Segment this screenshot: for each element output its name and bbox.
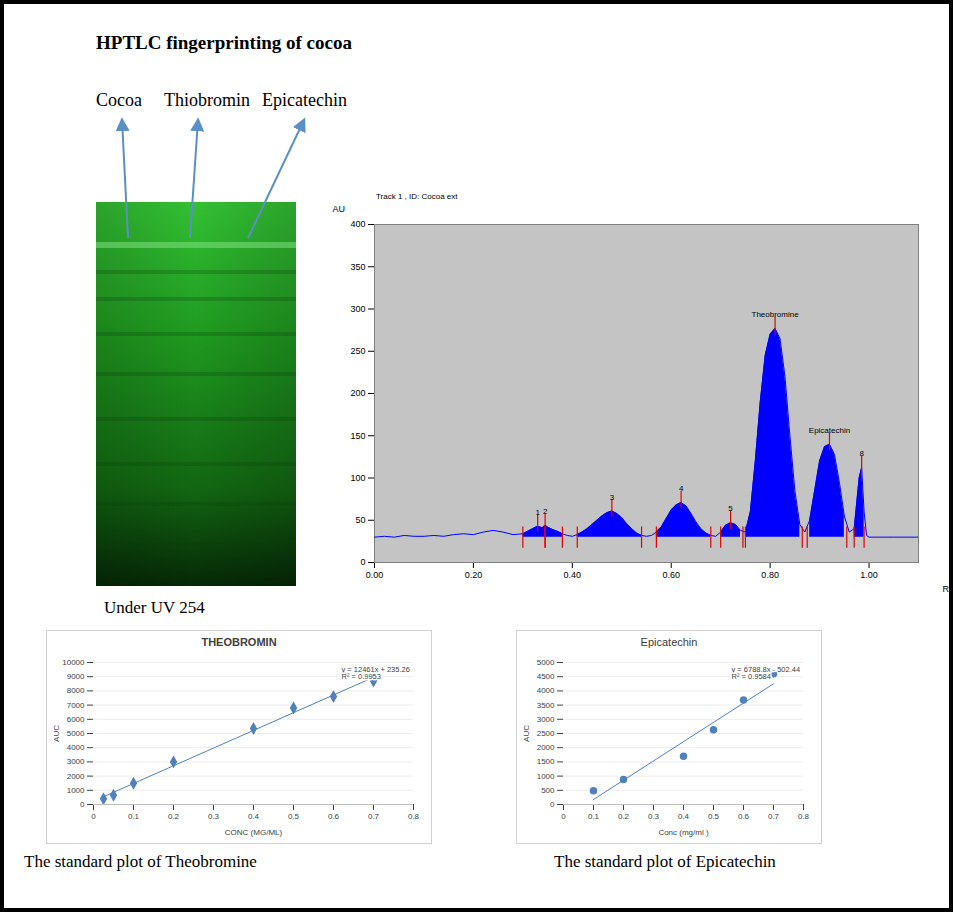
svg-text:1000: 1000 (537, 772, 555, 781)
html-text:Epicatechin: Epicatechin (262, 90, 347, 110)
svg-text:4000: 4000 (67, 743, 85, 752)
svg-text:3: 3 (610, 493, 615, 502)
svg-text:0.5: 0.5 (708, 812, 720, 821)
svg-text:0.8: 0.8 (798, 812, 810, 821)
svg-text:CONC (MG/ML): CONC (MG/ML) (225, 828, 283, 837)
svg-text:0.1: 0.1 (128, 812, 140, 821)
svg-text:4500: 4500 (537, 672, 555, 681)
svg-text:0: 0 (550, 800, 555, 809)
svg-text:0.20: 0.20 (465, 570, 483, 580)
svg-text:Rf: Rf (943, 584, 952, 594)
svg-text:AUC: AUC (522, 725, 531, 742)
svg-text:0.6: 0.6 (328, 812, 340, 821)
svg-text:5: 5 (728, 504, 733, 513)
svg-text:2000: 2000 (537, 743, 555, 752)
html-text:Thiobromin: Thiobromin (164, 90, 250, 110)
html-text:Under UV 254: Under UV 254 (104, 598, 205, 617)
svg-text:0.60: 0.60 (662, 570, 680, 580)
svg-text:500: 500 (541, 786, 555, 795)
svg-text:AU: AU (333, 204, 346, 214)
svg-text:200: 200 (350, 388, 365, 398)
svg-text:0: 0 (91, 812, 96, 821)
svg-text:10000: 10000 (62, 658, 85, 667)
svg-text:7000: 7000 (67, 701, 85, 710)
html-text:The standard plot of Theobromi: The standard plot of Theobromine (24, 852, 257, 871)
svg-text:0.8: 0.8 (408, 812, 420, 821)
svg-text:1.00: 1.00 (860, 570, 878, 580)
html-text:THEOBROMIN: THEOBROMIN (201, 636, 277, 648)
svg-text:3000: 3000 (537, 715, 555, 724)
svg-text:0.5: 0.5 (288, 812, 300, 821)
html-text:Cocoa: Cocoa (96, 90, 142, 110)
svg-text:3000: 3000 (67, 757, 85, 766)
svg-text:300: 300 (350, 304, 365, 314)
svg-text:0: 0 (561, 812, 566, 821)
html-text:HPTLC fingerprinting of cocoa: HPTLC fingerprinting of cocoa (96, 32, 352, 53)
svg-text:1: 1 (535, 508, 540, 517)
svg-text:0: 0 (80, 800, 85, 809)
svg-text:1500: 1500 (537, 757, 555, 766)
svg-text:0.6: 0.6 (738, 812, 750, 821)
svg-text:0.7: 0.7 (768, 812, 780, 821)
svg-text:0.4: 0.4 (248, 812, 260, 821)
svg-text:0: 0 (360, 557, 365, 567)
svg-text:0.2: 0.2 (168, 812, 180, 821)
svg-text:150: 150 (350, 431, 365, 441)
svg-text:5000: 5000 (537, 658, 555, 667)
svg-text:4: 4 (679, 484, 684, 493)
svg-text:Theobromine: Theobromine (752, 310, 800, 319)
svg-text:2500: 2500 (537, 729, 555, 738)
svg-text:50: 50 (355, 515, 365, 525)
svg-text:y = 12461x + 235.26R² = 0.9953: y = 12461x + 235.26R² = 0.9953 (342, 665, 410, 682)
svg-text:2: 2 (543, 507, 548, 516)
svg-text:6000: 6000 (67, 715, 85, 724)
svg-text:y = 6788.8x - 502.44R² = 0.958: y = 6788.8x - 502.44R² = 0.9584 (732, 665, 801, 682)
svg-text:4000: 4000 (537, 686, 555, 695)
svg-text:250: 250 (350, 346, 365, 356)
svg-text:0.3: 0.3 (208, 812, 220, 821)
svg-text:3500: 3500 (537, 701, 555, 710)
svg-text:8: 8 (859, 449, 864, 458)
svg-text:0.7: 0.7 (368, 812, 380, 821)
svg-text:AUC: AUC (52, 725, 61, 742)
html-text:Track 1 , ID: Cocoa ext: Track 1 , ID: Cocoa ext (376, 192, 458, 201)
svg-text:Epicatechin: Epicatechin (809, 426, 850, 435)
html-text:Epicatechin: Epicatechin (640, 636, 698, 648)
svg-text:0.3: 0.3 (648, 812, 660, 821)
html-text:The standard plot of Epicatech: The standard plot of Epicatechin (554, 852, 776, 871)
svg-text:9000: 9000 (67, 672, 85, 681)
svg-text:1000: 1000 (67, 786, 85, 795)
svg-text:5000: 5000 (67, 729, 85, 738)
svg-text:8000: 8000 (67, 686, 85, 695)
svg-text:350: 350 (350, 262, 365, 272)
svg-text:0.80: 0.80 (761, 570, 779, 580)
svg-text:0.2: 0.2 (618, 812, 630, 821)
svg-text:0.00: 0.00 (366, 570, 384, 580)
svg-text:100: 100 (350, 473, 365, 483)
svg-text:2000: 2000 (67, 772, 85, 781)
svg-text:0.40: 0.40 (564, 570, 582, 580)
svg-text:Conc (mg/ml ): Conc (mg/ml ) (658, 828, 709, 837)
svg-text:0.4: 0.4 (678, 812, 690, 821)
svg-text:0.1: 0.1 (588, 812, 600, 821)
svg-text:400: 400 (350, 219, 365, 229)
